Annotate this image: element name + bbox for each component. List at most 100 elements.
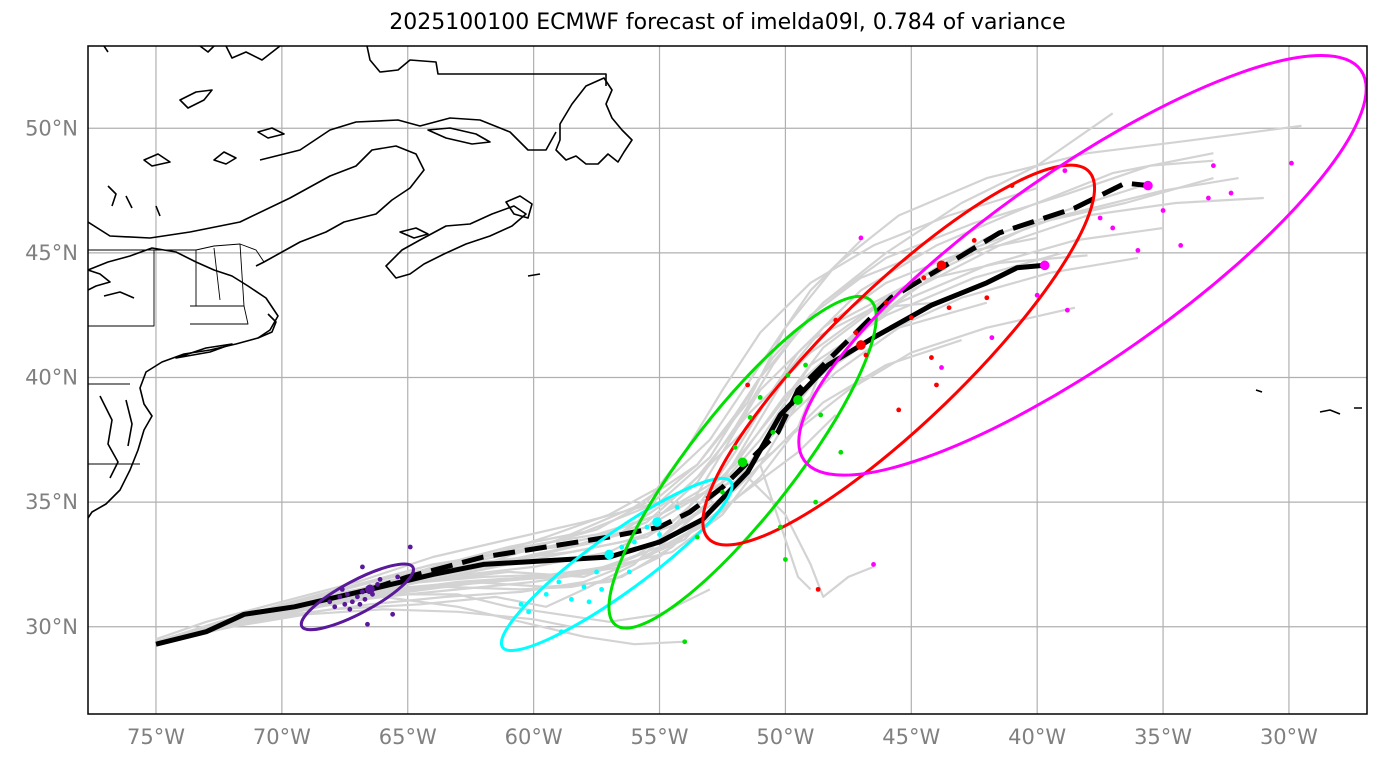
lat-tick-label: 30°N bbox=[25, 615, 78, 639]
ensemble-position-day-5 bbox=[1211, 163, 1216, 169]
ensemble-position-day-4 bbox=[971, 238, 977, 243]
ensemble-position-day-1 bbox=[347, 606, 353, 612]
ensemble-position-day-1 bbox=[354, 594, 360, 600]
ensemble-position-day-2 bbox=[518, 601, 524, 607]
ensemble-position-day-1 bbox=[375, 581, 380, 587]
ensemble-track bbox=[155, 608, 572, 643]
ensemble-position-day-4 bbox=[815, 586, 821, 592]
ensemble-position-day-4 bbox=[896, 407, 902, 413]
ensemble-position-day-3 bbox=[818, 412, 824, 418]
plot-frame bbox=[87, 45, 1368, 715]
border-canada-us bbox=[88, 243, 265, 465]
mean-position-day-5 bbox=[1039, 260, 1050, 271]
coastline-gulf-st-lawrence bbox=[88, 145, 425, 267]
lat-tick-label: 45°N bbox=[25, 241, 78, 265]
coastline-anticosti bbox=[427, 127, 491, 145]
mean-position-day-2 bbox=[604, 549, 614, 560]
ensemble-position-day-2 bbox=[586, 599, 592, 605]
ensemble-track bbox=[155, 326, 862, 643]
ensemble-position-day-2 bbox=[556, 579, 562, 585]
ensemble-position-day-4 bbox=[921, 275, 927, 281]
ensemble-position-day-2 bbox=[619, 544, 625, 550]
ensemble-position-day-1 bbox=[390, 611, 396, 617]
coastline-east-islands bbox=[1255, 389, 1362, 415]
ensemble-position-day-2 bbox=[674, 504, 680, 510]
ensemble-position-day-3 bbox=[682, 639, 688, 645]
ensemble-position-day-4 bbox=[863, 352, 869, 358]
coastline-nova-scotia bbox=[385, 205, 527, 279]
coastline-cape-cod bbox=[257, 313, 277, 339]
coastline-lake-champlain bbox=[143, 151, 237, 167]
ensemble-position-day-1 bbox=[360, 564, 365, 570]
ensemble-track bbox=[155, 254, 1088, 643]
ensemble-position-day-3 bbox=[785, 372, 791, 378]
ensemble-position-day-3 bbox=[777, 524, 783, 530]
lon-tick-label: 75°W bbox=[127, 725, 185, 749]
ensemble-position-day-2 bbox=[644, 524, 650, 530]
ensemble-position-day-2 bbox=[569, 596, 574, 602]
mean-track-dashed bbox=[369, 180, 1149, 592]
coastlines bbox=[88, 46, 1362, 519]
lon-tick-label: 45°W bbox=[882, 725, 940, 749]
ensemble-position-day-5 bbox=[1064, 307, 1070, 313]
ensemble-position-day-4 bbox=[946, 305, 952, 311]
lat-tick-label: 50°N bbox=[25, 116, 78, 140]
mean-tracks bbox=[155, 180, 1149, 647]
mean-position-dashed-day-2 bbox=[652, 517, 662, 527]
coastline-labrador bbox=[103, 46, 281, 61]
gridlines bbox=[88, 46, 1367, 714]
ensemble-position-day-2 bbox=[657, 532, 662, 537]
mean-position-day-4 bbox=[856, 340, 866, 350]
ensemble-position-day-5 bbox=[939, 365, 944, 370]
lat-tick-label: 40°N bbox=[25, 366, 78, 390]
coastline-long-island bbox=[175, 343, 233, 359]
lat-tick-label: 35°N bbox=[25, 490, 78, 514]
ensemble-position-day-3 bbox=[803, 362, 808, 368]
ensemble-track bbox=[155, 159, 1214, 643]
mean-position-day-1 bbox=[365, 584, 375, 595]
ensemble-position-day-4 bbox=[929, 355, 934, 360]
lon-tick-label: 50°W bbox=[756, 725, 814, 749]
ensemble-position-day-1 bbox=[349, 599, 355, 605]
ensemble-position-day-4 bbox=[984, 295, 990, 301]
ensemble-position-day-4 bbox=[745, 382, 751, 388]
ensemble-position-day-5 bbox=[858, 235, 864, 241]
mean-position-day-3 bbox=[793, 395, 803, 405]
coastline-sable-island bbox=[527, 273, 541, 277]
ensemble-position-day-4 bbox=[883, 300, 889, 306]
lon-tick-label: 55°W bbox=[631, 725, 689, 749]
coastline-cape-breton bbox=[505, 195, 533, 219]
ensemble-position-day-3 bbox=[770, 429, 776, 435]
uncertainty-ellipse-day-4 bbox=[701, 163, 1097, 547]
map-title: 2025100100 ECMWF forecast of imelda09l, … bbox=[389, 10, 1066, 35]
coastline-st-lawrence-north bbox=[259, 117, 557, 161]
ensemble-position-day-1 bbox=[357, 601, 363, 607]
ensemble-position-day-5 bbox=[1097, 215, 1103, 221]
ensemble-position-day-5 bbox=[1228, 190, 1234, 196]
ensemble-position-day-3 bbox=[757, 395, 763, 400]
ensemble-position-day-1 bbox=[342, 601, 348, 607]
lon-tick-label: 65°W bbox=[379, 725, 437, 749]
lon-tick-label: 30°W bbox=[1260, 725, 1318, 749]
coastline-newfoundland bbox=[555, 77, 633, 165]
ensemble-position-day-2 bbox=[631, 539, 637, 545]
ensemble-position-day-4 bbox=[833, 317, 839, 323]
ensemble-position-day-1 bbox=[332, 604, 338, 610]
coastline-us-offshore bbox=[88, 269, 135, 299]
mean-position-dashed-day-3 bbox=[737, 457, 748, 468]
ensemble-position-day-3 bbox=[747, 414, 753, 420]
ensemble-positions bbox=[327, 160, 1294, 645]
ensemble-position-day-2 bbox=[626, 569, 632, 575]
ensemble-position-day-3 bbox=[813, 499, 819, 505]
ensemble-position-day-5 bbox=[1205, 195, 1211, 201]
axis-ticks: 75°W 70°W 65°W 60°W 55°W 50°W 45°W 40°W 35°W 30°W… bbox=[25, 116, 1318, 749]
ensemble-position-day-4 bbox=[853, 330, 859, 336]
ensemble-position-day-2 bbox=[558, 629, 564, 635]
ensemble-position-day-5 bbox=[1289, 160, 1294, 166]
ensemble-position-day-5 bbox=[1160, 208, 1166, 213]
ensemble-position-day-1 bbox=[362, 596, 368, 602]
lon-tick-label: 70°W bbox=[253, 725, 311, 749]
ensemble-position-day-1 bbox=[344, 591, 350, 597]
ensemble-position-day-2 bbox=[599, 586, 605, 592]
